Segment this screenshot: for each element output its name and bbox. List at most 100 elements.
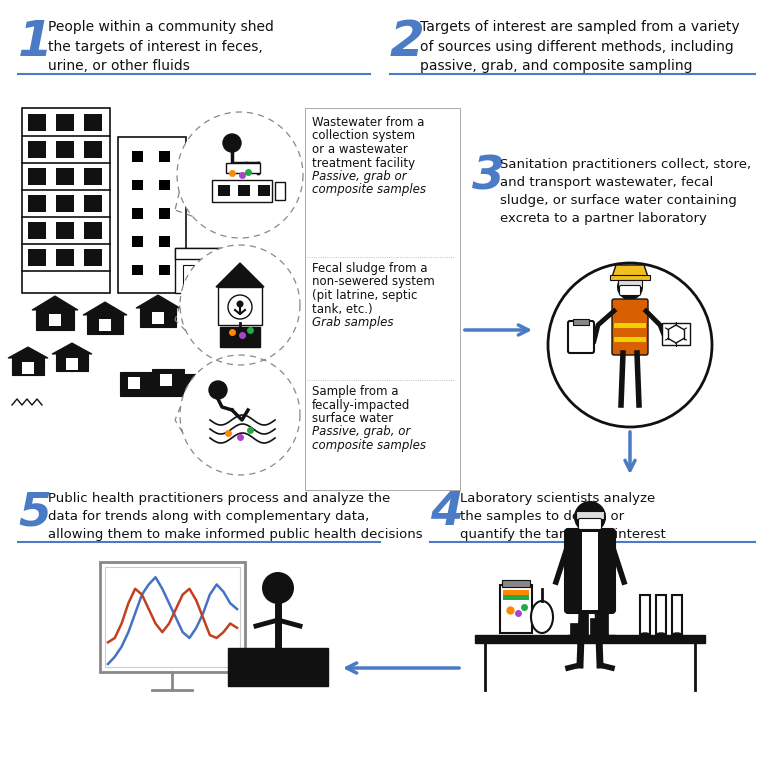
Bar [220, 327, 260, 347]
Text: composite samples: composite samples [312, 184, 426, 197]
Bar [226, 163, 260, 173]
Text: Targets of interest are sampled from a variety
of sources using different method: Targets of interest are sampled from a v… [420, 20, 740, 73]
Text: composite samples: composite samples [312, 439, 426, 452]
Bar [573, 319, 589, 325]
Text: fecally-impacted: fecally-impacted [312, 399, 410, 412]
Bar [502, 580, 530, 587]
Bar [503, 595, 529, 600]
Bar [12, 358, 44, 375]
Bar [22, 108, 110, 293]
Bar [218, 287, 262, 325]
Text: Grab samples: Grab samples [312, 316, 393, 329]
Bar [580, 613, 588, 635]
Bar [22, 362, 34, 374]
Bar [36, 310, 74, 330]
Text: tank, etc.): tank, etc.) [312, 303, 372, 316]
Bar [218, 185, 230, 196]
Bar [84, 114, 102, 131]
Bar [475, 635, 705, 643]
Bar [100, 562, 245, 672]
Bar [159, 208, 170, 219]
Ellipse shape [672, 633, 682, 637]
Circle shape [262, 572, 294, 604]
Circle shape [574, 501, 606, 533]
Bar [160, 374, 172, 386]
Bar [56, 168, 74, 185]
Bar [305, 108, 460, 490]
Bar [56, 354, 88, 371]
Bar [500, 585, 532, 633]
Ellipse shape [656, 633, 666, 637]
Bar [238, 185, 250, 196]
Bar [84, 141, 102, 158]
Bar [618, 280, 642, 287]
Bar [258, 185, 270, 196]
Circle shape [548, 263, 712, 427]
Bar [140, 308, 176, 327]
Circle shape [180, 245, 300, 365]
Bar [66, 358, 78, 370]
Text: Fecal sludge from a: Fecal sludge from a [312, 262, 428, 275]
Polygon shape [216, 263, 264, 287]
Bar [56, 195, 74, 212]
Bar [118, 137, 186, 293]
Bar [84, 195, 102, 212]
Bar [28, 222, 46, 239]
Bar [28, 114, 46, 131]
Bar [56, 222, 74, 239]
Text: 3: 3 [472, 155, 505, 200]
Polygon shape [83, 302, 127, 315]
Ellipse shape [531, 601, 553, 633]
Text: Sanitation practitioners collect, store,
and transport wastewater, fecal
sludge,: Sanitation practitioners collect, store,… [500, 158, 751, 225]
Bar [252, 373, 282, 396]
Text: non-sewered system: non-sewered system [312, 276, 435, 289]
Text: Laboratory scientists analyze
the samples to detect or
quantify the targets of i: Laboratory scientists analyze the sample… [460, 492, 666, 541]
FancyBboxPatch shape [612, 299, 648, 355]
Bar [590, 618, 598, 635]
Circle shape [180, 355, 300, 475]
Bar [228, 648, 328, 686]
Circle shape [177, 112, 303, 238]
Polygon shape [32, 296, 78, 310]
Circle shape [201, 266, 209, 274]
Bar [131, 265, 143, 275]
Bar [120, 372, 152, 396]
Bar [672, 595, 682, 635]
Polygon shape [52, 343, 92, 354]
Text: (pit latrine, septic: (pit latrine, septic [312, 289, 417, 302]
FancyBboxPatch shape [565, 529, 615, 613]
Text: Public health practitioners process and analyze the
data for trends along with c: Public health practitioners process and … [48, 492, 422, 541]
Bar [99, 319, 111, 331]
Bar [220, 371, 252, 396]
Circle shape [228, 295, 252, 319]
Bar [49, 314, 61, 326]
Bar [159, 237, 170, 247]
Bar [128, 377, 140, 389]
Bar [131, 180, 143, 190]
Bar [84, 222, 102, 239]
Text: 1: 1 [18, 18, 53, 66]
Bar [640, 595, 650, 635]
Bar [193, 379, 205, 391]
Bar [582, 532, 598, 610]
Bar [570, 623, 578, 635]
Bar [159, 180, 170, 190]
Text: Passive, grab, or: Passive, grab, or [312, 425, 410, 439]
Ellipse shape [640, 633, 650, 637]
Text: collection system: collection system [312, 130, 415, 143]
Bar [105, 567, 240, 667]
Bar [131, 208, 143, 219]
Text: 4: 4 [430, 490, 463, 535]
Bar [56, 249, 74, 266]
Bar [228, 376, 240, 388]
Circle shape [237, 300, 243, 307]
Text: 2: 2 [390, 18, 425, 66]
Text: People within a community shed
the targets of interest in feces,
urine, or other: People within a community shed the targe… [48, 20, 274, 73]
Bar [600, 607, 608, 635]
Circle shape [617, 274, 643, 300]
Bar [212, 180, 272, 202]
Bar [152, 369, 184, 396]
Bar [275, 182, 285, 200]
Bar [159, 265, 170, 275]
Bar [260, 378, 272, 390]
